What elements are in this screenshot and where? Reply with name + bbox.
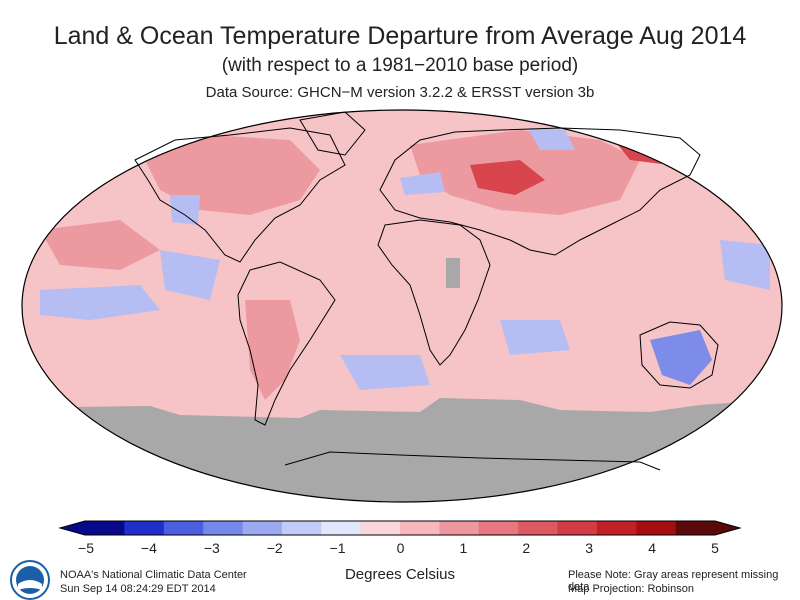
color-scale-tick-label: −2 [266, 540, 283, 556]
color-scale-swatch [518, 521, 558, 535]
color-scale-outline [58, 520, 742, 536]
color-scale-tick-label: 4 [648, 540, 656, 556]
cool-anomaly-west-pacific [720, 240, 770, 290]
color-scale-swatch [360, 521, 401, 535]
color-scale-swatch [163, 521, 204, 535]
color-scale-tick-label: −3 [203, 540, 220, 556]
agency-name: NOAA's National Climatic Data Center [60, 569, 247, 581]
color-scale-swatch [400, 521, 440, 535]
cool-anomaly-north-atlantic [528, 128, 575, 150]
color-scale-tick-label: 5 [711, 540, 719, 556]
map-title: Land & Ocean Temperature Departure from … [53, 22, 747, 50]
color-scale-swatch [478, 521, 519, 535]
color-scale-swatch [439, 521, 480, 535]
color-scale-tick-label: 3 [585, 540, 594, 556]
color-scale-tick-label: 2 [522, 540, 531, 556]
color-scale-arrow-high [715, 521, 740, 535]
color-scale-swatch [321, 521, 362, 535]
south-america-outline [237, 261, 336, 426]
cool-anomaly-south-indian [500, 320, 570, 355]
color-scale-swatch [557, 521, 598, 535]
north-america-outline [134, 127, 346, 263]
scale-units-label: Degrees Celsius [344, 566, 456, 583]
map-subtitle: (with respect to a 1981−2010 base period… [221, 55, 579, 76]
generated-timestamp: Sun Sep 14 08:24:29 EDT 2014 [60, 583, 216, 595]
africa-outline [377, 219, 491, 366]
color-scale-swatch [675, 521, 716, 535]
color-scale-tick-label: 1 [459, 540, 468, 556]
projection-note: Map Projection: Robinson [568, 583, 694, 595]
cool-anomaly-europe [400, 172, 445, 195]
europe-asia-outline [379, 127, 701, 256]
cool-anomaly-canada [170, 195, 200, 225]
color-scale-swatch [203, 521, 243, 535]
color-scale-swatch [636, 521, 677, 535]
noaa-logo [10, 560, 50, 600]
warm-anomaly-pacific [40, 220, 160, 270]
color-scale-swatch [124, 521, 165, 535]
color-scale-tick-label: −4 [140, 540, 157, 556]
color-scale-bar [58, 520, 742, 536]
color-scale-swatch [242, 521, 283, 535]
missing-data-africa [446, 258, 460, 288]
color-scale-tick-label: −5 [78, 540, 94, 556]
color-scale-tick-label: −1 [329, 540, 346, 556]
hot-anomaly-russia [470, 160, 545, 195]
map-border [21, 109, 783, 503]
data-source: Data Source: GHCN−M version 3.2.2 & ERSS… [205, 84, 595, 101]
continent-outlines [134, 111, 719, 471]
color-scale-swatch [85, 521, 125, 535]
australia-outline [639, 321, 719, 389]
color-scale-arrow-low [60, 521, 85, 535]
color-scale-tick-label: 0 [396, 540, 405, 556]
warm-anomaly-south-america [245, 300, 300, 400]
color-scale-swatch [281, 521, 322, 535]
antarctica-outline [284, 451, 661, 471]
cool-anomaly-south-pacific [40, 285, 160, 320]
color-scale-swatch [596, 521, 637, 535]
cool-anomaly-east-pacific [160, 250, 220, 300]
cool-anomaly-australia [650, 330, 712, 385]
map-shading [22, 110, 782, 502]
cool-anomaly-indian-ocean [340, 355, 430, 390]
missing-data-note: Please Note: Gray areas represent missin… [568, 569, 779, 593]
